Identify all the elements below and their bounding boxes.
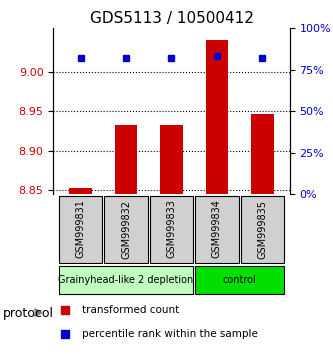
Text: transformed count: transformed count <box>82 305 179 315</box>
Text: GSM999834: GSM999834 <box>212 200 222 258</box>
FancyBboxPatch shape <box>241 196 284 263</box>
Bar <box>115 125 138 194</box>
Text: control: control <box>223 275 256 285</box>
Text: percentile rank within the sample: percentile rank within the sample <box>82 329 257 339</box>
Title: GDS5113 / 10500412: GDS5113 / 10500412 <box>90 11 253 26</box>
Text: protocol: protocol <box>3 307 54 320</box>
Text: GSM999831: GSM999831 <box>76 200 86 258</box>
FancyBboxPatch shape <box>195 196 239 263</box>
Bar <box>160 125 183 194</box>
FancyBboxPatch shape <box>59 196 102 263</box>
Bar <box>205 40 228 194</box>
FancyBboxPatch shape <box>150 196 193 263</box>
FancyBboxPatch shape <box>59 266 193 295</box>
Text: Grainyhead-like 2 depletion: Grainyhead-like 2 depletion <box>58 275 194 285</box>
Bar <box>69 188 92 194</box>
Bar <box>251 114 274 194</box>
Text: GSM999833: GSM999833 <box>166 200 176 258</box>
FancyBboxPatch shape <box>104 196 148 263</box>
Text: GSM999832: GSM999832 <box>121 200 131 258</box>
Text: GSM999835: GSM999835 <box>257 200 267 258</box>
FancyBboxPatch shape <box>195 266 284 295</box>
